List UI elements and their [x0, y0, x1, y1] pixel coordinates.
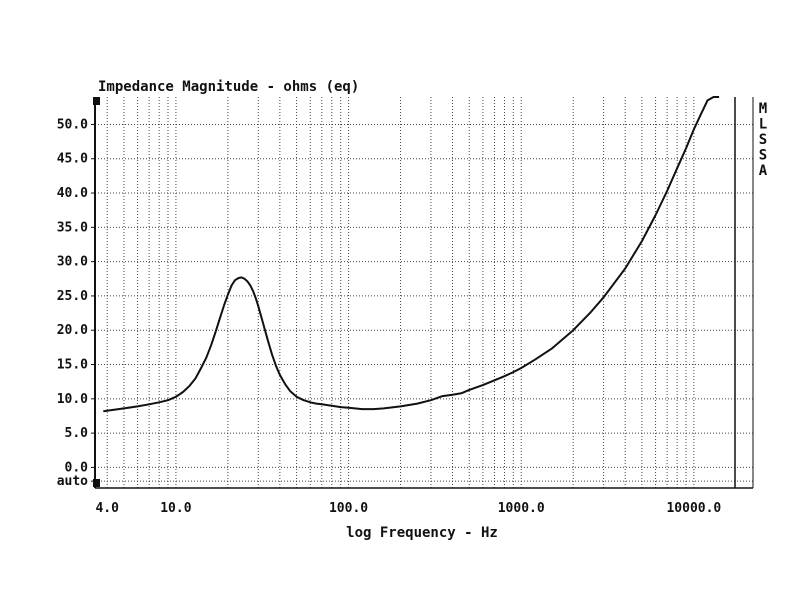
y-tick-label: 0.0: [65, 460, 89, 475]
y-tick-label: auto: [57, 474, 88, 489]
x-tick-label: 100.0: [329, 501, 368, 516]
side-letter: A: [759, 163, 768, 179]
x-tick-label: 10.0: [160, 501, 191, 516]
side-letter: S: [759, 132, 767, 148]
grid: [95, 97, 753, 488]
x-tick-label: 4.0: [95, 501, 119, 516]
bottom-corner-marker: [93, 479, 100, 487]
side-letter: M: [759, 101, 767, 117]
y-tick-label: 15.0: [57, 358, 88, 373]
impedance-series-line: [103, 96, 720, 413]
side-letter: L: [759, 117, 767, 133]
plot-frame: [93, 97, 754, 489]
chart-title: Impedance Magnitude - ohms (eq): [98, 79, 359, 95]
x-tick-label: 1000.0: [498, 501, 545, 516]
x-tick-label: 10000.0: [666, 501, 721, 516]
y-tick-label: 30.0: [57, 255, 88, 270]
y-tick-label: 50.0: [57, 117, 88, 132]
y-tick-label: 20.0: [57, 323, 88, 338]
y-tick-label: 40.0: [57, 186, 88, 201]
x-axis-label: log Frequency - Hz: [346, 525, 498, 541]
y-tick-label: 35.0: [57, 220, 88, 235]
series-layer: [103, 96, 720, 413]
side-letter: S: [759, 148, 767, 164]
y-tick-label: 45.0: [57, 152, 88, 167]
y-tick-label: 5.0: [65, 426, 89, 441]
x-tick-labels: 4.0 10.0 100.0 1000.0 10000.0: [95, 501, 721, 516]
y-tick-label: 10.0: [57, 392, 88, 407]
y-tick-labels: 50.0 45.0 40.0 35.0 30.0 25.0 20.0 15.0 10.0 5.0 0…: [57, 117, 95, 489]
y-tick-label: 25.0: [57, 289, 88, 304]
top-corner-marker: [93, 97, 100, 105]
